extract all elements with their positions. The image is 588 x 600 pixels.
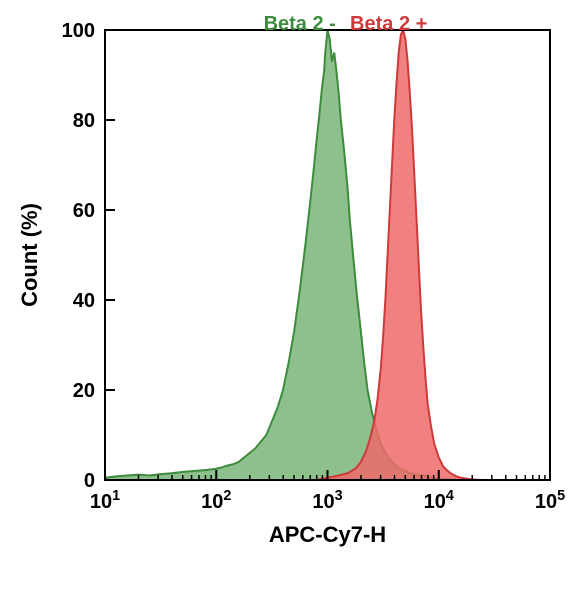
y-tick-label: 0 [84, 470, 95, 492]
series-label-1: Beta 2 + [350, 13, 427, 35]
x-axis-label: APC-Cy7-H [269, 522, 386, 547]
y-tick-label: 40 [73, 290, 95, 312]
y-tick-label: 80 [73, 110, 95, 132]
x-tick-label: 102 [201, 488, 231, 513]
series-label-0: Beta 2 - [264, 13, 336, 35]
y-tick-label: 20 [73, 380, 95, 402]
flow-cytometry-histogram: 101102103104105020406080100APC-Cy7-HCoun… [0, 0, 588, 600]
y-axis-label: Count (%) [17, 203, 42, 307]
y-tick-label: 60 [73, 200, 95, 222]
x-tick-label: 105 [535, 488, 565, 513]
y-tick-label: 100 [62, 20, 95, 42]
x-tick-label: 103 [312, 488, 342, 513]
x-tick-label: 104 [424, 488, 454, 513]
chart-svg: 101102103104105020406080100APC-Cy7-HCoun… [0, 0, 588, 600]
